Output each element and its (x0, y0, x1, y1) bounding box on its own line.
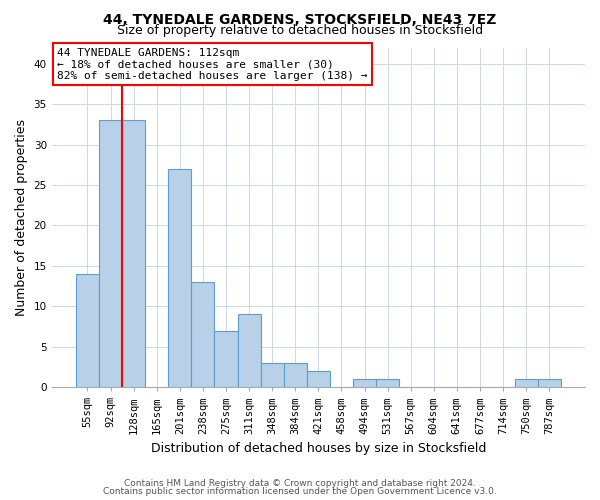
Bar (76, 274, 99, 387)
Bar (307, 371, 330, 387)
Text: 44 TYNEDALE GARDENS: 112sqm
← 18% of detached houses are smaller (30)
82% of sem: 44 TYNEDALE GARDENS: 112sqm ← 18% of det… (57, 48, 367, 80)
Text: Size of property relative to detached houses in Stocksfield: Size of property relative to detached ho… (117, 24, 483, 37)
Bar (376, 379, 399, 387)
Bar (168, 169, 191, 387)
Y-axis label: Number of detached properties: Number of detached properties (15, 119, 28, 316)
X-axis label: Distribution of detached houses by size in Stocksfield: Distribution of detached houses by size … (151, 442, 486, 455)
Bar (99, 120, 122, 387)
Bar (214, 330, 238, 387)
Bar (284, 363, 307, 387)
Bar (191, 282, 214, 387)
Text: Contains HM Land Registry data © Crown copyright and database right 2024.: Contains HM Land Registry data © Crown c… (124, 478, 476, 488)
Text: Contains public sector information licensed under the Open Government Licence v3: Contains public sector information licen… (103, 487, 497, 496)
Text: 44, TYNEDALE GARDENS, STOCKSFIELD, NE43 7EZ: 44, TYNEDALE GARDENS, STOCKSFIELD, NE43 … (103, 12, 497, 26)
Bar (260, 363, 284, 387)
Bar (122, 120, 145, 387)
Bar (538, 379, 561, 387)
Bar (515, 379, 538, 387)
Bar (238, 314, 260, 387)
Bar (353, 379, 376, 387)
